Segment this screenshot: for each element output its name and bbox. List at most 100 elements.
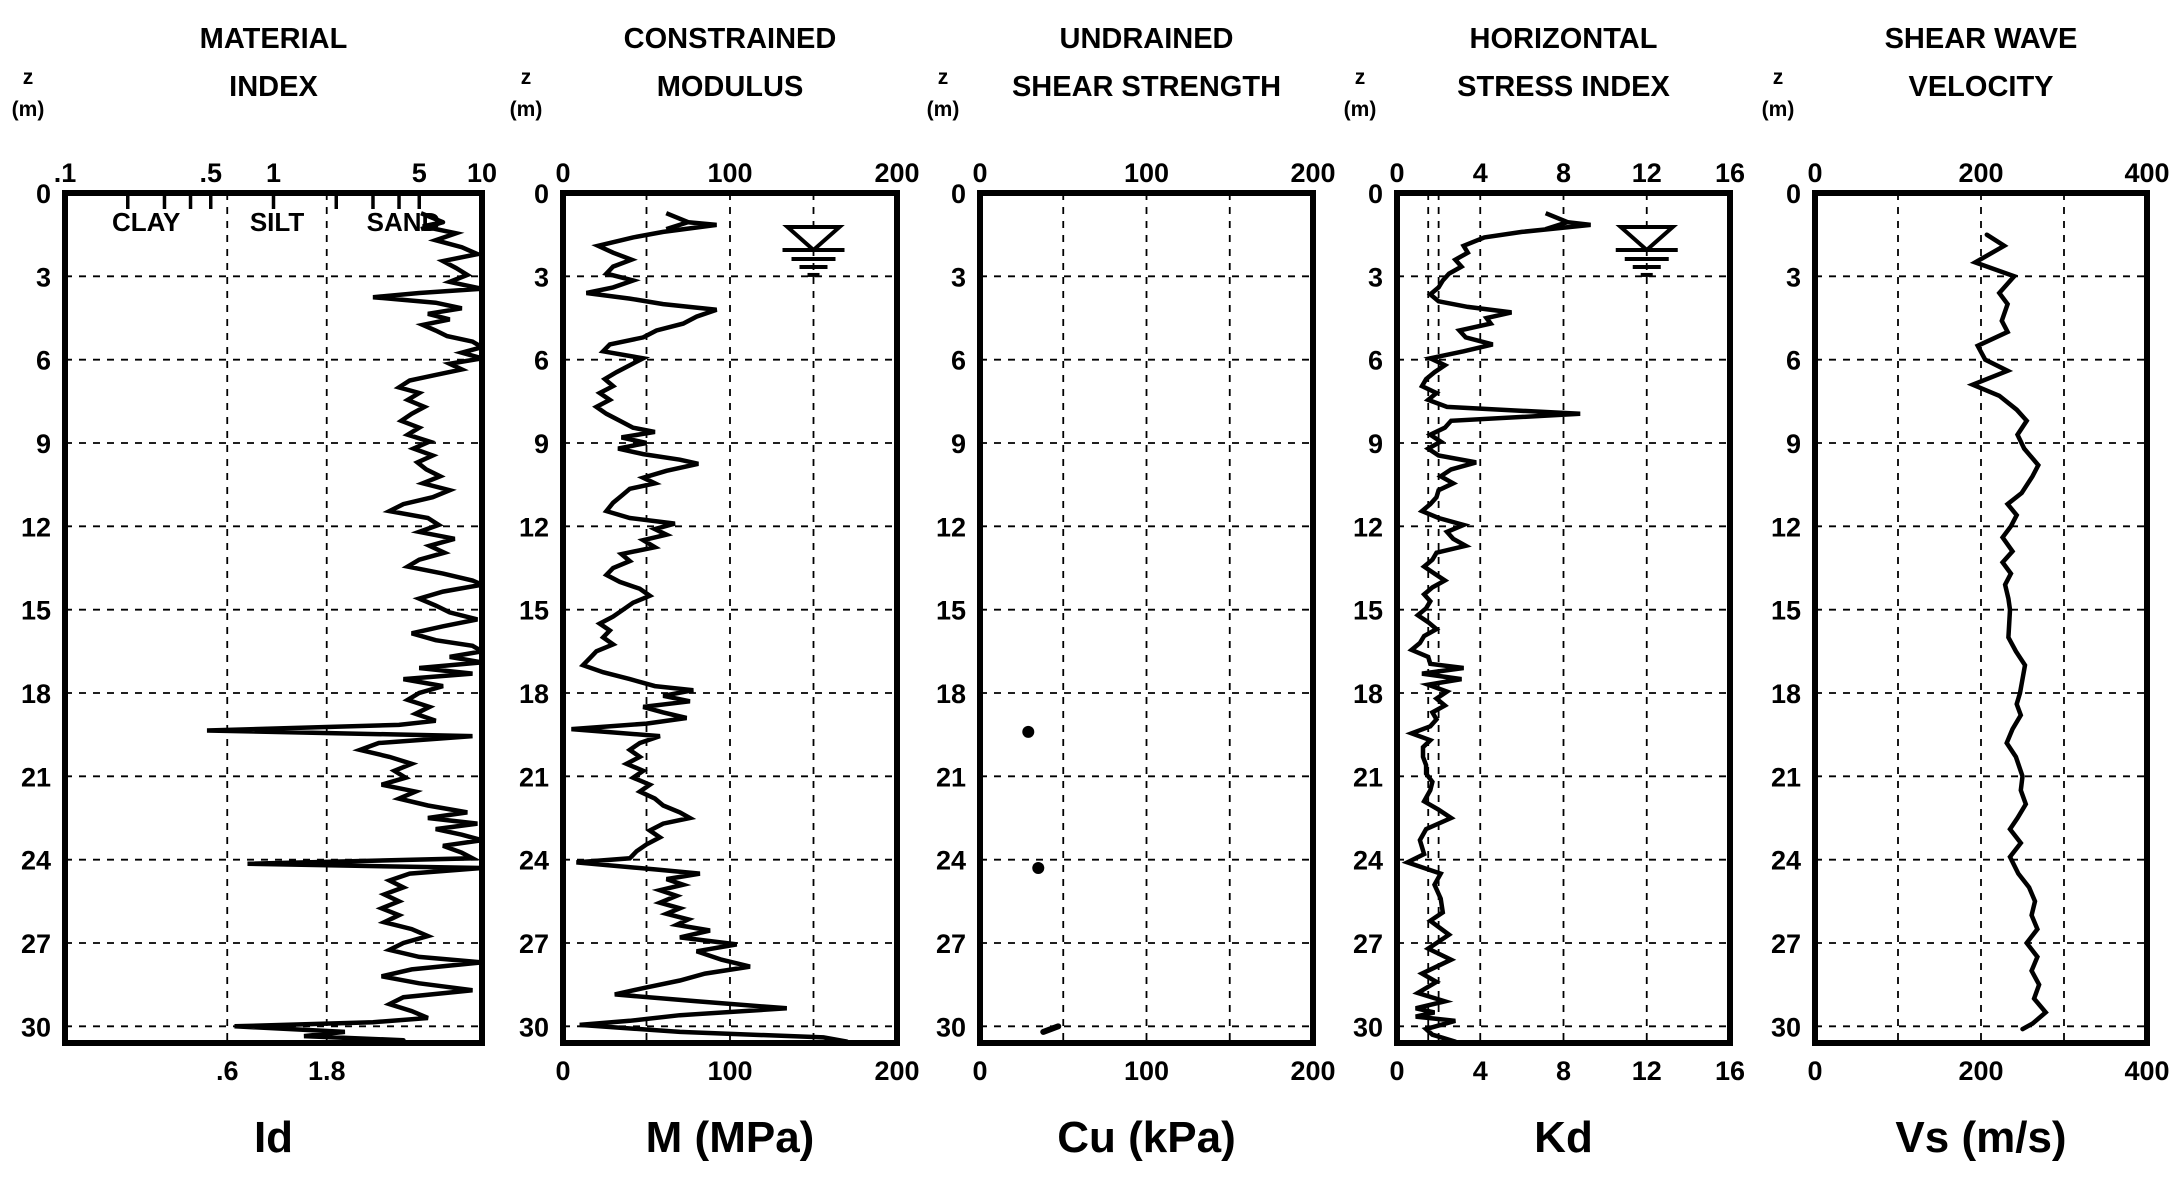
- depth-tick-label: 6: [951, 346, 966, 376]
- depth-tick-label: 24: [1771, 846, 1801, 876]
- depth-tick-label: 9: [1368, 429, 1383, 459]
- chart-title-line: SHEAR STRENGTH: [1012, 71, 1281, 103]
- depth-tick-label: 6: [1786, 346, 1801, 376]
- soil-zone-label: CLAY: [112, 207, 180, 237]
- panel-shear-wave-velocity: SHEAR WAVE VELOCITY z (m) 0 200 400 0 200 400 Vs (…: [1762, 23, 2170, 1162]
- depth-axis-unit-m: (m): [1344, 98, 1377, 121]
- x-axis-top-tick-label: 200: [1290, 158, 1335, 188]
- depth-tick-label: 18: [1771, 679, 1801, 709]
- material-index-curve: [206, 219, 482, 1043]
- depth-tick-label: 24: [519, 846, 549, 876]
- x-axis-bottom-tick-label: 0: [972, 1056, 987, 1086]
- x-axis-bottom-tick-label: 0: [1807, 1056, 1822, 1086]
- plot-border: [1394, 190, 1733, 1046]
- chart-title-line: VELOCITY: [1908, 71, 2053, 103]
- depth-tick-label: 30: [1771, 1012, 1801, 1042]
- plot-border: [977, 190, 1316, 1046]
- curve-start-arrow-icon: [1544, 211, 1569, 232]
- horizontal-stress-index-curve: [1401, 219, 1591, 1043]
- x-axis-bottom-tick-label: 8: [1556, 1056, 1571, 1086]
- x-axis-top-tick-label: 0: [555, 158, 570, 188]
- x-axis-bottom-tick-label: 200: [874, 1056, 919, 1086]
- panel-horizontal-stress-index: HORIZONTAL STRESS INDEX z (m) 0 4 8 12 16 0 4 8 12 16…: [1344, 23, 1745, 1162]
- depth-tick-label: 3: [534, 262, 549, 292]
- soil-zone-label: SAND: [367, 207, 441, 237]
- depth-tick-label: 0: [1786, 179, 1801, 209]
- depth-tick-label: 27: [1353, 929, 1383, 959]
- x-axis-top-tick-label: 400: [2124, 158, 2169, 188]
- depth-axis-unit-z: z: [938, 66, 949, 89]
- x-axis-bottom-tick-label: 1.8: [308, 1056, 346, 1086]
- x-axis-top-tick-label: 5: [412, 158, 427, 188]
- depth-tick-label: 30: [1353, 1012, 1383, 1042]
- depth-tick-label: 6: [36, 346, 51, 376]
- chart-title-line: UNDRAINED: [1060, 23, 1234, 55]
- x-axis-bottom-tick-label: 100: [707, 1056, 752, 1086]
- depth-tick-label: 21: [936, 762, 966, 792]
- depth-axis-unit-m: (m): [510, 98, 543, 121]
- depth-tick-label: 3: [1786, 262, 1801, 292]
- x-axis-top-tick-label: 0: [1807, 158, 1822, 188]
- curve-start-arrow-icon: [420, 211, 444, 232]
- x-axis-top-tick-label: 200: [1958, 158, 2003, 188]
- depth-axis-unit-m: (m): [927, 98, 960, 121]
- depth-tick-label: 30: [936, 1012, 966, 1042]
- chart-title-line: MATERIAL: [200, 23, 348, 55]
- x-axis-bottom-tick-label: .6: [216, 1056, 239, 1086]
- x-axis-title: Id: [254, 1113, 293, 1162]
- depth-tick-label: 9: [951, 429, 966, 459]
- plot-border: [62, 190, 485, 1046]
- depth-tick-label: 27: [519, 929, 549, 959]
- x-axis-top-tick-label: 200: [874, 158, 919, 188]
- plot-border: [1812, 190, 2150, 1046]
- depth-tick-label: 12: [21, 512, 51, 542]
- chart-title-line: CONSTRAINED: [624, 23, 837, 55]
- x-axis-top-tick-label: 100: [1124, 158, 1169, 188]
- curve-start-arrow-icon: [665, 211, 690, 232]
- chart-title-line: HORIZONTAL: [1470, 23, 1658, 55]
- x-axis-top-tick-label: 10: [467, 158, 497, 188]
- depth-tick-label: 3: [951, 262, 966, 292]
- depth-tick-label: 18: [21, 679, 51, 709]
- depth-tick-label: 27: [1771, 929, 1801, 959]
- depth-tick-label: 30: [519, 1012, 549, 1042]
- depth-tick-label: 30: [21, 1012, 51, 1042]
- depth-tick-label: 24: [1353, 846, 1383, 876]
- x-axis-title: Vs (m/s): [1895, 1113, 2066, 1162]
- chart-title-line: MODULUS: [657, 71, 804, 103]
- depth-tick-label: 0: [534, 179, 549, 209]
- shear-wave-velocity-curve: [1966, 232, 2049, 1032]
- depth-tick-label: 15: [1771, 596, 1801, 626]
- chart-title-line: SHEAR WAVE: [1885, 23, 2078, 55]
- depth-tick-label: 21: [519, 762, 549, 792]
- x-axis-bottom-tick-label: 12: [1632, 1056, 1662, 1086]
- x-axis-top-tick-label: 12: [1632, 158, 1662, 188]
- depth-tick-label: 21: [1353, 762, 1383, 792]
- depth-axis-unit-z: z: [23, 66, 34, 89]
- depth-tick-label: 15: [936, 596, 966, 626]
- depth-tick-label: 12: [1771, 512, 1801, 542]
- x-axis-bottom-tick-label: 100: [1124, 1056, 1169, 1086]
- x-axis-bottom-tick-label: 0: [1389, 1056, 1404, 1086]
- depth-tick-label: 24: [21, 846, 51, 876]
- depth-tick-label: 9: [534, 429, 549, 459]
- depth-tick-label: 6: [1368, 346, 1383, 376]
- depth-tick-label: 0: [1368, 179, 1383, 209]
- x-axis-bottom-tick-label: 4: [1473, 1056, 1488, 1086]
- depth-tick-label: 24: [936, 846, 966, 876]
- depth-axis-unit-m: (m): [12, 98, 45, 121]
- x-axis-top-tick-label: 100: [707, 158, 752, 188]
- depth-tick-label: 15: [21, 596, 51, 626]
- panel-undrained-shear-strength: UNDRAINED SHEAR STRENGTH z (m) 0 100 200 0 100 20…: [927, 23, 1336, 1162]
- depth-tick-label: 21: [1771, 762, 1801, 792]
- depth-tick-label: 3: [36, 262, 51, 292]
- soil-zone-label: SILT: [250, 207, 305, 237]
- depth-axis-unit-z: z: [521, 66, 532, 89]
- depth-tick-label: 18: [1353, 679, 1383, 709]
- water-table-icon: [1615, 224, 1679, 277]
- constrained-modulus-curve: [571, 219, 850, 1043]
- x-axis-title: Kd: [1534, 1113, 1593, 1162]
